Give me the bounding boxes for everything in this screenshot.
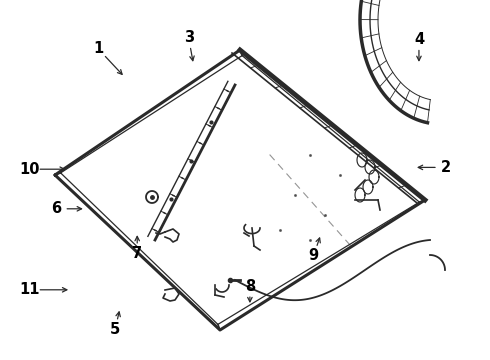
Text: 11: 11 bbox=[19, 282, 40, 297]
Text: 7: 7 bbox=[132, 246, 142, 261]
Text: 8: 8 bbox=[245, 279, 255, 294]
Text: 2: 2 bbox=[441, 160, 451, 175]
Text: 9: 9 bbox=[309, 248, 318, 263]
Text: 10: 10 bbox=[19, 162, 40, 177]
Text: 1: 1 bbox=[93, 41, 103, 56]
Text: 3: 3 bbox=[184, 30, 194, 45]
Text: 5: 5 bbox=[110, 322, 120, 337]
Text: 4: 4 bbox=[414, 32, 424, 47]
Text: 6: 6 bbox=[51, 201, 61, 216]
